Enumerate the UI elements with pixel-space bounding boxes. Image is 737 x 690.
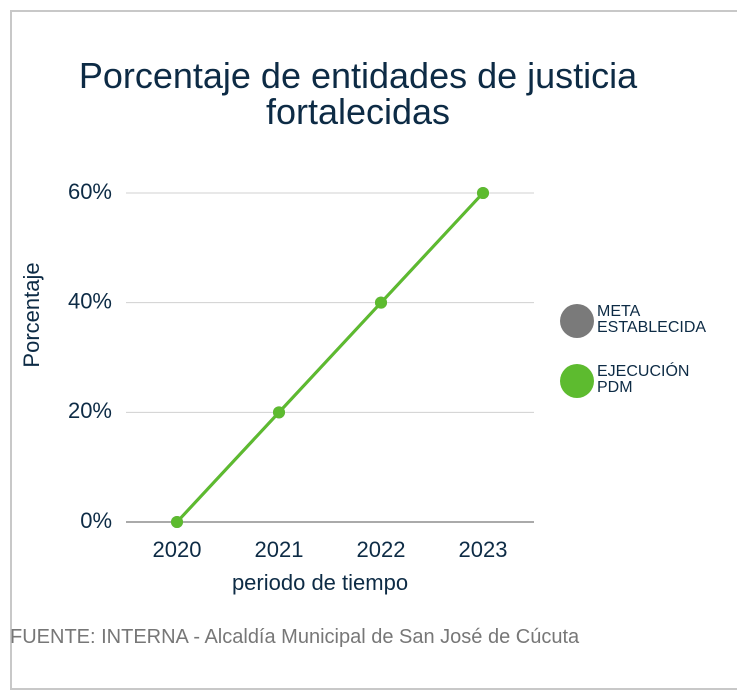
y-tick-label: 20% bbox=[68, 398, 112, 423]
x-tick-label: 2020 bbox=[153, 537, 202, 562]
x-tick-label: 2021 bbox=[255, 537, 304, 562]
data-point bbox=[375, 296, 387, 309]
data-point bbox=[273, 406, 285, 419]
data-point bbox=[477, 187, 489, 199]
series-line bbox=[175, 191, 485, 524]
source: FUENTE: INTERNA - Alcaldía Municipal de … bbox=[10, 626, 580, 648]
legend-label: EJECUCIÓN PDM bbox=[597, 363, 690, 396]
x-tick-label: 2023 bbox=[459, 537, 508, 562]
legend-label: META ESTABLECIDA bbox=[597, 303, 707, 336]
y-tick-label: 40% bbox=[68, 288, 112, 313]
chart-title: Porcentaje de entidades de justicia fort… bbox=[78, 55, 638, 132]
legend-swatch bbox=[560, 364, 594, 398]
chart: Porcentaje periodo de tiempo 0% 20% 40% 60%… bbox=[19, 179, 594, 595]
x-axis-label: periodo de tiempo bbox=[232, 570, 408, 595]
data-point bbox=[171, 516, 183, 528]
y-tick-label: 60% bbox=[68, 179, 112, 204]
page: Porcentaje de entidades de justicia fort… bbox=[10, 10, 737, 690]
x-tick-label: 2022 bbox=[357, 537, 406, 562]
y-tick-label: 0% bbox=[80, 508, 112, 533]
y-axis-label: Porcentaje bbox=[19, 262, 44, 367]
legend-swatch bbox=[560, 304, 594, 338]
